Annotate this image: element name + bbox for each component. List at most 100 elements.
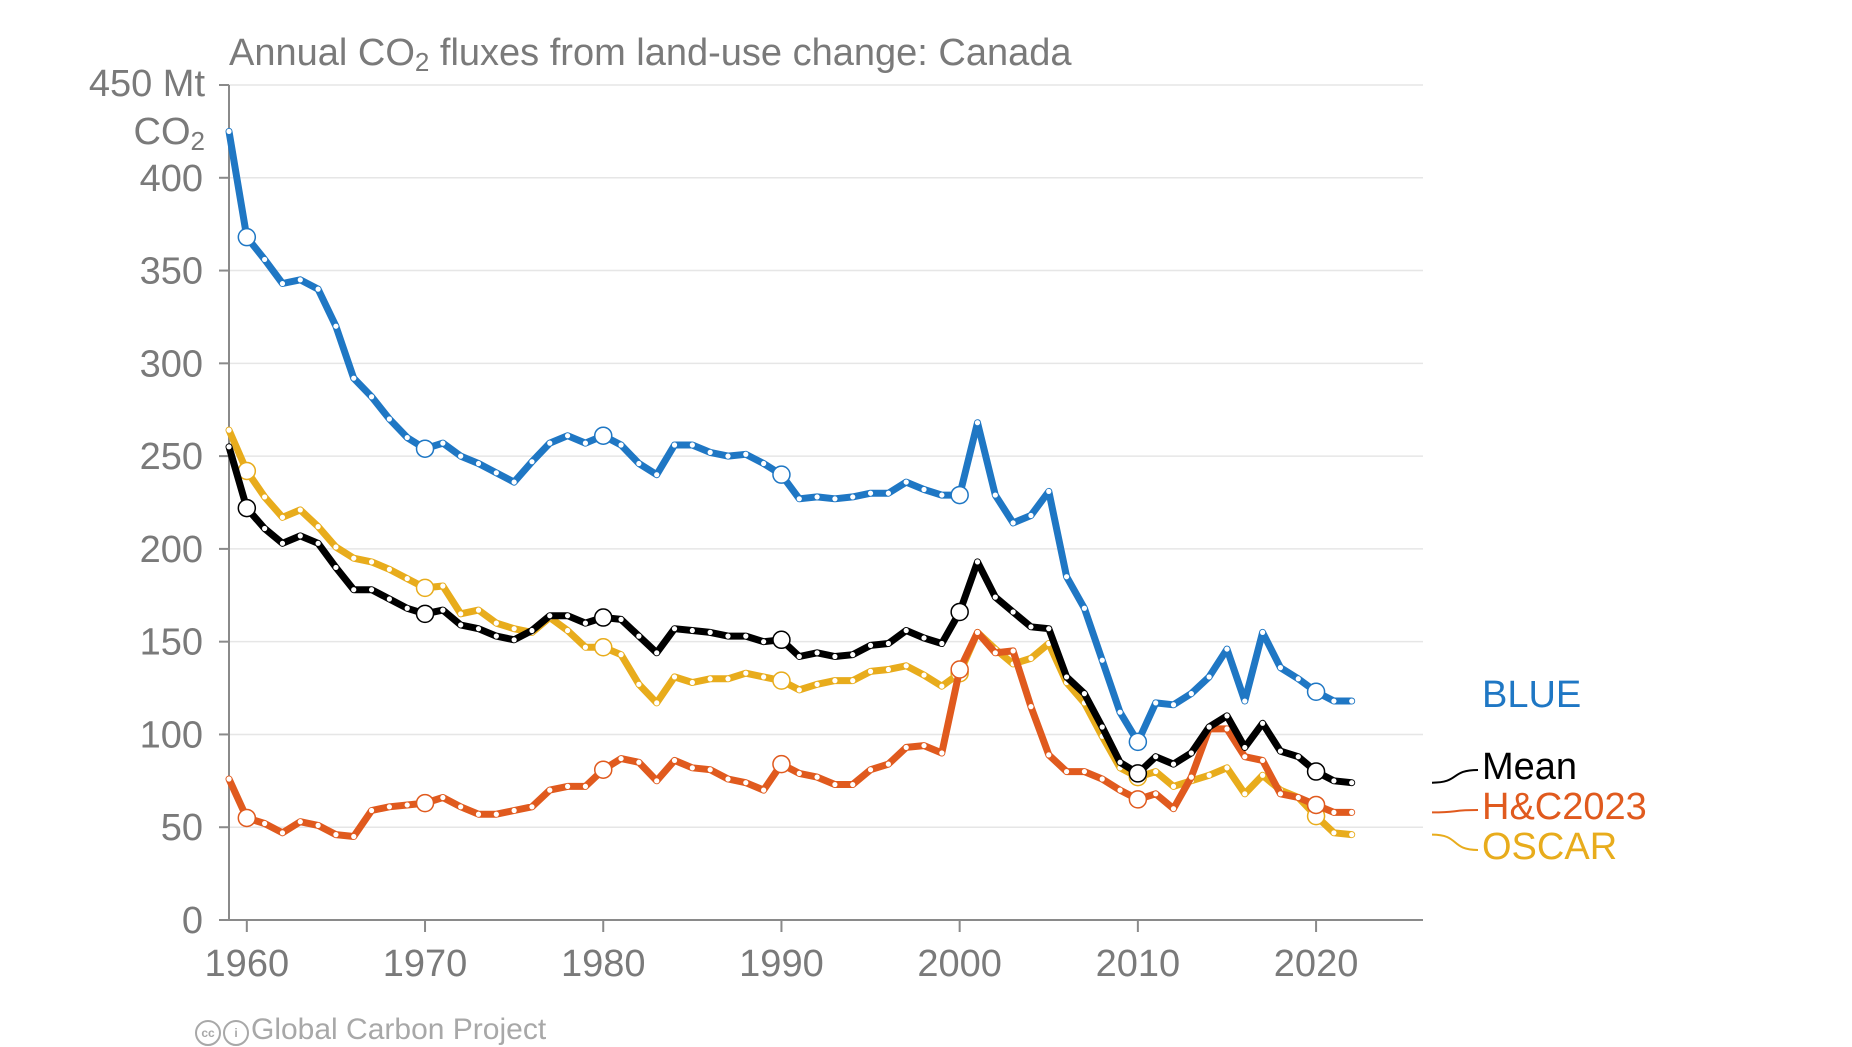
data-point-hc2023 xyxy=(1242,754,1248,760)
data-point-oscar xyxy=(743,670,749,676)
data-point-blue xyxy=(1046,488,1052,494)
data-point-oscar xyxy=(1170,783,1177,790)
data-point-oscar xyxy=(564,627,571,634)
y-tick-label: 0 xyxy=(182,900,203,942)
data-point-blue xyxy=(262,256,268,263)
data-point-mean xyxy=(707,629,713,635)
data-point-mean xyxy=(1170,761,1177,767)
data-point-oscar xyxy=(885,666,891,673)
y-axis-label: 450 Mt CO2 xyxy=(40,60,205,165)
data-point-oscar xyxy=(921,672,927,678)
data-point-oscar xyxy=(772,671,791,690)
data-point-blue xyxy=(903,479,909,485)
y-tick-label: 300 xyxy=(140,343,203,385)
data-point-mean xyxy=(415,604,435,624)
data-point-mean xyxy=(1117,759,1123,765)
data-point-blue xyxy=(939,492,945,498)
data-point-mean xyxy=(725,633,731,639)
data-point-mean xyxy=(654,650,660,656)
data-point-blue xyxy=(1188,691,1194,697)
data-point-hc2023 xyxy=(974,629,981,635)
data-point-blue xyxy=(440,440,446,446)
data-point-mean xyxy=(885,640,891,647)
data-point-blue xyxy=(351,375,357,381)
data-point-mean xyxy=(689,627,695,634)
data-point-hc2023 xyxy=(351,833,357,840)
data-point-oscar xyxy=(415,578,435,598)
data-point-blue xyxy=(404,434,410,441)
series-hc2023 xyxy=(225,628,1356,840)
data-point-hc2023 xyxy=(992,650,998,656)
data-point-oscar xyxy=(593,637,613,657)
data-point-mean xyxy=(772,630,791,650)
data-point-oscar xyxy=(636,681,642,687)
data-point-hc2023 xyxy=(315,822,321,828)
data-point-hc2023 xyxy=(1331,809,1337,815)
data-point-blue xyxy=(885,490,891,496)
data-point-oscar xyxy=(654,700,660,706)
data-point-hc2023 xyxy=(1349,809,1355,815)
data-point-hc2023 xyxy=(440,794,446,801)
data-point-mean xyxy=(1153,754,1159,760)
data-point-oscar xyxy=(903,663,909,669)
data-point-mean xyxy=(440,607,446,613)
data-point-oscar xyxy=(814,681,820,687)
legend-connector-oscar xyxy=(1431,833,1479,851)
data-point-mean xyxy=(582,620,589,626)
data-point-mean xyxy=(1242,744,1248,751)
data-point-blue xyxy=(1224,646,1230,652)
data-point-mean xyxy=(950,602,969,622)
data-point-blue xyxy=(333,323,339,329)
data-point-mean xyxy=(593,608,613,627)
data-point-hc2023 xyxy=(1170,806,1177,812)
data-point-oscar xyxy=(725,676,731,682)
data-point-hc2023 xyxy=(1010,648,1016,654)
data-point-mean xyxy=(903,627,909,634)
data-point-oscar xyxy=(511,626,517,632)
data-point-mean xyxy=(743,633,749,639)
data-point-blue xyxy=(832,496,838,502)
data-point-mean xyxy=(1206,724,1212,730)
data-point-hc2023 xyxy=(832,781,838,788)
chart-title: Annual CO2 fluxes from land-use change: … xyxy=(229,32,1072,78)
series-blue xyxy=(225,127,1356,752)
data-point-blue xyxy=(415,439,435,458)
data-point-oscar xyxy=(404,575,410,582)
data-point-blue xyxy=(1117,709,1123,715)
data-point-hc2023 xyxy=(475,811,482,817)
data-point-hc2023 xyxy=(867,767,874,773)
data-point-blue xyxy=(1242,698,1248,704)
data-point-mean xyxy=(1188,750,1194,756)
data-point-mean xyxy=(921,635,927,641)
data-point-mean xyxy=(226,444,232,450)
data-point-blue xyxy=(475,460,482,467)
data-point-mean xyxy=(867,642,874,648)
data-point-oscar xyxy=(796,687,802,693)
footer-text: Global Carbon Project xyxy=(251,1013,547,1046)
data-point-mean xyxy=(1063,674,1070,680)
data-point-mean xyxy=(1028,624,1034,630)
y-tick-label: 50 xyxy=(161,807,203,849)
data-point-mean xyxy=(493,633,499,639)
data-point-blue xyxy=(458,453,464,459)
data-point-mean xyxy=(814,650,820,656)
data-point-hc2023 xyxy=(333,832,339,838)
data-point-blue xyxy=(707,449,713,455)
y-tick-label: 150 xyxy=(140,622,203,664)
data-point-blue xyxy=(636,460,642,467)
y-axis-label-line2: CO2 xyxy=(40,108,205,165)
data-point-oscar xyxy=(333,544,339,550)
legend-label-blue: BLUE xyxy=(1482,674,1582,716)
data-point-mean xyxy=(796,653,802,660)
data-point-blue xyxy=(689,442,695,448)
data-point-hc2023 xyxy=(226,776,232,782)
data-point-blue xyxy=(529,459,535,465)
data-point-mean xyxy=(1099,724,1105,730)
data-point-blue xyxy=(850,494,856,500)
data-point-blue xyxy=(1170,702,1177,708)
data-point-oscar xyxy=(262,494,268,500)
data-point-blue xyxy=(772,465,791,484)
data-point-hc2023 xyxy=(689,765,695,771)
data-point-hc2023 xyxy=(1260,757,1266,764)
data-point-hc2023 xyxy=(1188,774,1194,780)
